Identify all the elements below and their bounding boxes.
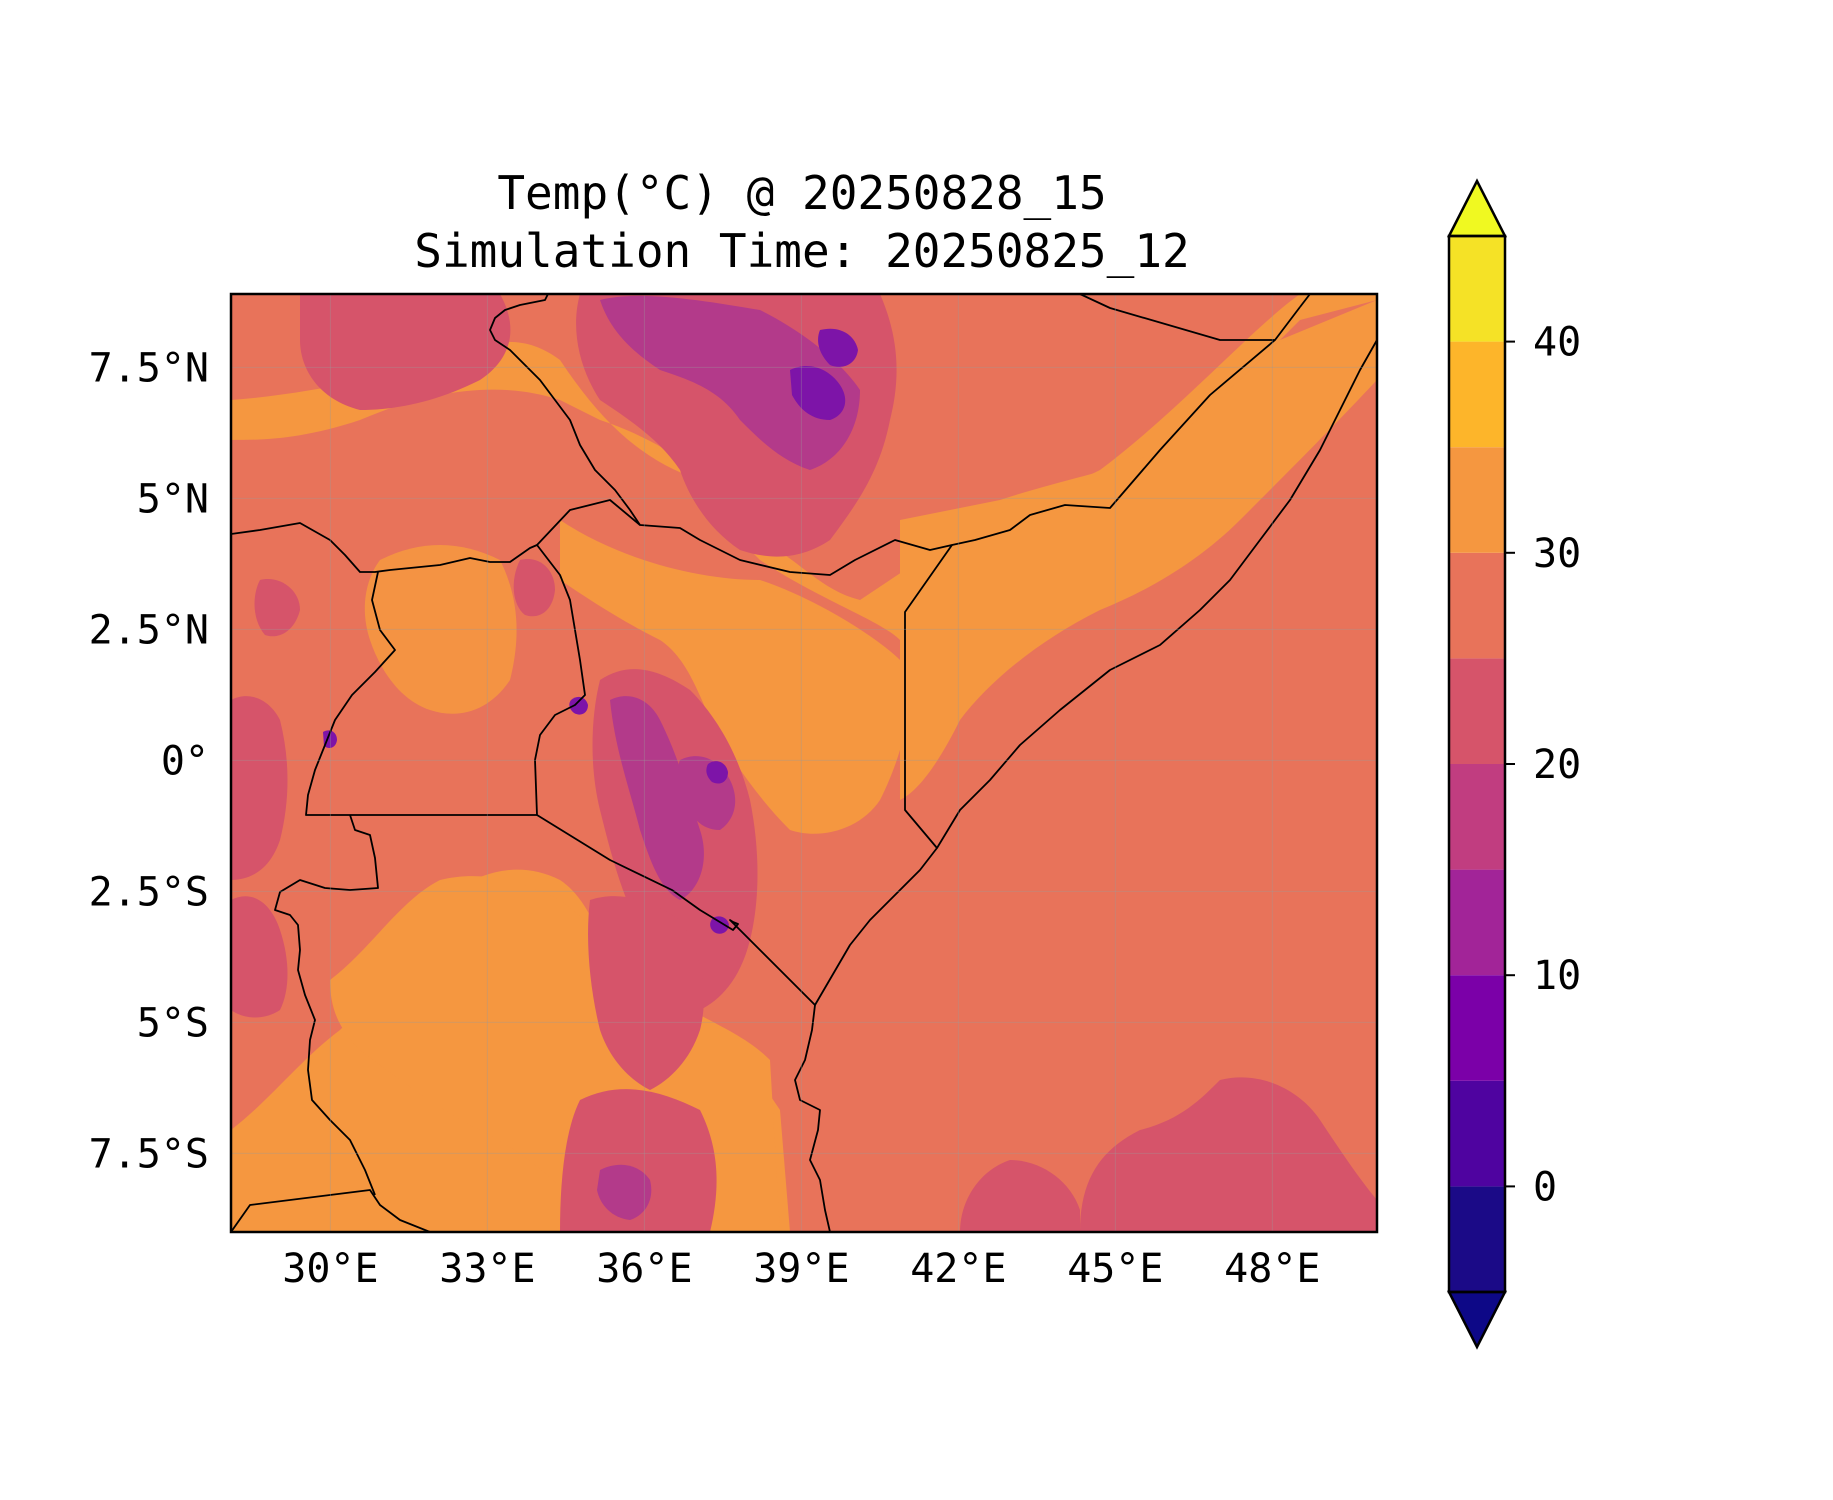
map-title-line1: Temp(°C) @ 20250828_15 — [497, 166, 1106, 220]
colorbar-segment — [1449, 447, 1505, 553]
colorbar-tick-label: 20 — [1533, 742, 1581, 788]
lon-tick-label: 48°E — [1224, 1246, 1320, 1292]
temperature-map: 30°E 33°E 36°E 39°E 42°E 45°E 48°E 7.5°N 5°N 2.5… — [89, 292, 1379, 1292]
lat-axis: 7.5°N 5°N 2.5°N 0° 2.5°S 5°S 7.5°S — [89, 345, 209, 1177]
country-borders — [231, 294, 1377, 1232]
colorbar-segment — [1449, 1080, 1505, 1187]
gridlines — [231, 294, 1377, 1232]
lat-tick-label: 5°S — [137, 1000, 209, 1046]
lat-tick-label: 2.5°S — [89, 869, 209, 915]
colorbar-segment — [1449, 236, 1505, 342]
lat-tick-label: 0° — [161, 738, 209, 784]
lon-tick-label: 33°E — [439, 1246, 535, 1292]
colorbar-tick-label: 10 — [1533, 953, 1581, 999]
lat-tick-label: 2.5°N — [89, 607, 209, 653]
colorbar-segment — [1449, 658, 1505, 764]
cold-region — [323, 328, 858, 934]
lat-tick-label: 7.5°N — [89, 345, 209, 391]
colorbar-tick-label: 30 — [1533, 531, 1581, 577]
colorbar-segment — [1449, 552, 1505, 659]
colorbar-tick-label: 0 — [1533, 1164, 1557, 1210]
lon-tick-label: 30°E — [282, 1246, 378, 1292]
peak-region — [597, 295, 860, 1220]
colorbar-tick-label: 40 — [1533, 320, 1581, 366]
lat-tick-label: 7.5°S — [89, 1131, 209, 1177]
map-frame — [229, 292, 1379, 1234]
map-title-line2: Simulation Time: 20250825_12 — [414, 224, 1189, 278]
lon-axis: 30°E 33°E 36°E 39°E 42°E 45°E 48°E — [282, 1246, 1320, 1292]
colorbar-segment — [1449, 975, 1505, 1081]
colorbar-segment — [1449, 1186, 1505, 1292]
colorbar: 0 10 20 30 40 — [1446, 178, 1581, 1350]
colorbar-segment — [1449, 764, 1505, 870]
lon-tick-label: 36°E — [596, 1246, 692, 1292]
colorbar-over-extend — [1446, 178, 1508, 238]
colorbar-under-extend — [1446, 1290, 1508, 1350]
lon-tick-label: 42°E — [910, 1246, 1006, 1292]
colorbar-segment — [1449, 869, 1505, 976]
lon-tick-label: 39°E — [753, 1246, 849, 1292]
lat-tick-label: 5°N — [137, 476, 209, 522]
lon-tick-label: 45°E — [1067, 1246, 1163, 1292]
colorbar-segment — [1449, 341, 1505, 448]
